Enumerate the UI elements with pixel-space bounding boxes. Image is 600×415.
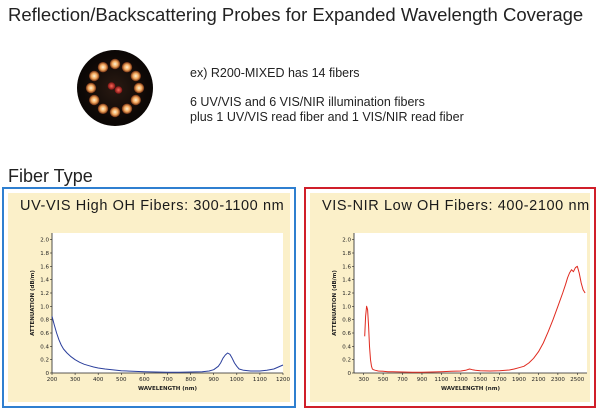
vis-nir-y-tick-label: 1.0 [342,304,351,310]
uv-vis-x-tick-label: 300 [70,377,81,383]
vis-nir-x-tick-label: 2100 [531,377,545,383]
uv-vis-y-tick-label: 0.2 [40,358,49,364]
vis-nir-x-tick-label: 700 [397,377,408,383]
uv-vis-x-tick-label: 200 [47,377,58,383]
uv-vis-x-tick-label: 1100 [253,377,267,383]
illumination-fiber [85,82,97,94]
uv-vis-y-tick-label: 0 [46,371,50,377]
vis-nir-x-tick-label: 300 [358,377,369,383]
uv-vis-y-tick-label: 0.4 [40,344,49,350]
page-title: Reflection/Backscattering Probes for Exp… [8,4,584,25]
vis-nir-y-tick-label: 1.2 [342,291,351,297]
illumination-fiber [133,82,145,94]
uv-vis-y-tick-label: 0.8 [40,318,49,324]
uv-vis-x-tick-label: 400 [93,377,104,383]
illumination-fiber [109,106,121,118]
vis-nir-x-tick-label: 1100 [434,377,448,383]
vis-nir-x-tick-label: 1500 [473,377,487,383]
fiber-bundle-photo [77,50,153,126]
vis-nir-y-tick-label: 0.8 [342,318,351,324]
read-fibers-text: plus 1 UV/VIS read fiber and 1 VIS/NIR r… [190,110,464,124]
vis-nir-x-tick-label: 2300 [551,377,565,383]
vis-nir-x-tick-label: 500 [378,377,389,383]
uv-vis-x-tick-label: 800 [185,377,196,383]
uv-vis-y-tick-label: 1.8 [40,251,49,257]
vis-nir-y-tick-label: 1.8 [342,251,351,257]
vis-nir-x-tick-label: 2500 [570,377,584,383]
uv-vis-y-axis-label: ATTENUATION (dB/m) [30,270,36,336]
section-title: Fiber Type [8,166,93,186]
vis-nir-chart-panel: VIS-NIR Low OH Fibers: 400-2100 nm 0 0.2 0… [304,187,596,408]
vis-nir-chart: 0 0.2 0.4 0.6 0.8 1.0 1.2 1.4 1.6 1.8 2.0 300 500 700… [332,233,587,392]
read-fiber [107,82,116,90]
uv-vis-x-tick-label: 1000 [230,377,244,383]
uv-vis-x-tick-label: 1200 [276,377,290,383]
vis-nir-y-tick-label: 2.0 [342,238,351,244]
vis-nir-y-tick-label: 0.2 [342,358,351,364]
uv-vis-x-axis-label: WAVELENGTH (nm) [138,386,197,392]
vis-nir-attenuation-curve [364,265,586,373]
illumination-fibers-text: 6 UV/VIS and 6 VIS/NIR illumination fibe… [190,95,425,109]
vis-nir-x-axis-label: WAVELENGTH (nm) [441,386,500,392]
fiber-bundle-graphic [85,58,145,118]
read-fiber [114,86,123,94]
illumination-fiber [89,94,100,106]
vis-nir-plot-background [354,233,587,373]
uv-vis-x-tick-label: 700 [162,377,173,383]
illumination-fiber [97,103,109,114]
illumination-fiber [121,103,133,114]
uv-vis-x-tick-label: 900 [208,377,219,383]
vis-nir-plot-area: 0 0.2 0.4 0.6 0.8 1.0 1.2 1.4 1.6 1.8 2.0 300 500 700… [310,220,590,402]
uv-vis-plot-area: 0 0.2 0.4 0.6 0.8 1.0 1.2 1.4 1.6 1.8 2.0 200 300 400… [8,220,290,402]
uv-vis-x-tick-label: 600 [139,377,150,383]
uv-vis-y-tick-label: 1.4 [40,278,49,284]
uv-vis-x-tick-label: 500 [116,377,127,383]
fiber-count-text: ex) R200-MIXED has 14 fibers [190,66,360,80]
uv-vis-y-tick-label: 1.6 [40,264,49,270]
illumination-fiber [130,70,141,82]
uv-vis-chart-panel: UV-VIS High OH Fibers: 300-1100 nm 0 0.2 0… [2,187,296,408]
illumination-fiber [89,70,100,82]
uv-vis-y-tick-label: 2.0 [40,238,49,244]
vis-nir-y-tick-label: 1.4 [342,278,351,284]
vis-nir-y-tick-label: 0.6 [342,331,351,337]
vis-nir-chart-title: VIS-NIR Low OH Fibers: 400-2100 nm [310,193,590,220]
uv-vis-chart-title: UV-VIS High OH Fibers: 300-1100 nm [8,193,290,220]
illumination-fiber [97,62,109,73]
illumination-fiber [130,94,141,106]
vis-nir-y-tick-label: 0 [348,371,352,377]
vis-nir-y-tick-label: 1.6 [342,264,351,270]
uv-vis-y-tick-label: 0.6 [40,331,49,337]
vis-nir-x-tick-label: 1900 [512,377,526,383]
uv-vis-chart: 0 0.2 0.4 0.6 0.8 1.0 1.2 1.4 1.6 1.8 2.0 200 300 400… [30,233,290,392]
vis-nir-y-tick-label: 0.4 [342,344,351,350]
illumination-fiber [109,58,121,70]
uv-vis-y-tick-label: 1.0 [40,304,49,310]
uv-vis-plot-background [52,233,283,373]
vis-nir-x-tick-label: 1700 [493,377,507,383]
uv-vis-attenuation-curve [51,316,284,373]
vis-nir-x-tick-label: 1300 [454,377,468,383]
uv-vis-y-tick-label: 1.2 [40,291,49,297]
illumination-fiber [121,62,133,73]
vis-nir-x-tick-label: 900 [417,377,428,383]
vis-nir-y-axis-label: ATTENUATION (dB/m) [332,270,338,336]
